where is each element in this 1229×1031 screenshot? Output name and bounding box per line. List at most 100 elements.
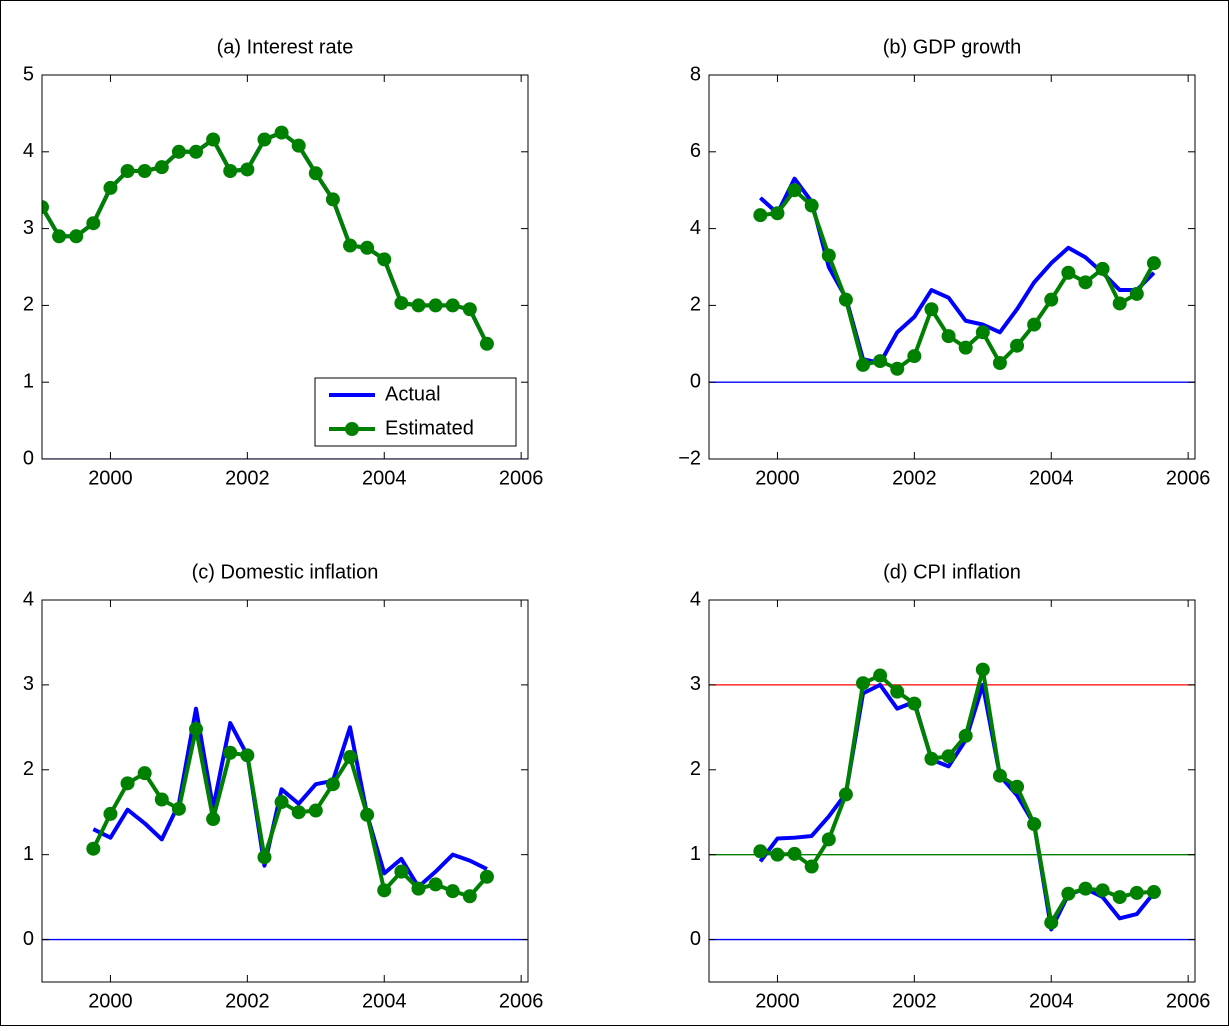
marker bbox=[428, 298, 443, 313]
marker bbox=[69, 229, 84, 244]
x-tick-label: 2002 bbox=[225, 990, 270, 1012]
marker bbox=[223, 164, 238, 178]
marker bbox=[1010, 779, 1025, 794]
marker bbox=[1129, 286, 1144, 301]
y-tick-label: 1 bbox=[23, 843, 34, 865]
marker bbox=[291, 805, 306, 820]
y-tick-label: 0 bbox=[23, 447, 34, 469]
marker bbox=[103, 806, 118, 821]
marker bbox=[856, 676, 871, 691]
legend-label: Actual bbox=[385, 383, 441, 405]
x-tick-label: 2004 bbox=[1029, 990, 1074, 1012]
marker bbox=[838, 292, 853, 307]
x-tick-label: 2000 bbox=[88, 467, 133, 489]
y-tick-label: −2 bbox=[678, 447, 701, 469]
axes-frame bbox=[41, 599, 529, 983]
marker bbox=[924, 302, 939, 317]
y-tick-label: 5 bbox=[23, 63, 34, 85]
y-tick-label: 3 bbox=[23, 217, 34, 239]
marker bbox=[240, 162, 255, 177]
chart-title: (d) CPI inflation bbox=[883, 561, 1021, 583]
marker bbox=[86, 841, 101, 856]
marker bbox=[1027, 817, 1042, 832]
marker bbox=[804, 198, 819, 213]
marker bbox=[394, 296, 409, 311]
y-tick-label: 2 bbox=[690, 294, 701, 316]
marker bbox=[753, 844, 768, 859]
marker bbox=[1146, 885, 1161, 900]
y-tick-label: 4 bbox=[23, 140, 34, 162]
marker bbox=[428, 877, 443, 892]
marker bbox=[873, 668, 888, 683]
marker bbox=[753, 208, 768, 223]
marker bbox=[1078, 275, 1093, 290]
y-tick-label: 1 bbox=[690, 843, 701, 865]
marker bbox=[223, 745, 238, 760]
y-tick-label: 2 bbox=[690, 758, 701, 780]
marker bbox=[154, 792, 169, 807]
x-tick-label: 2006 bbox=[1166, 990, 1211, 1012]
y-tick-label: 0 bbox=[690, 928, 701, 950]
marker bbox=[171, 144, 186, 159]
marker bbox=[479, 869, 494, 884]
marker bbox=[240, 748, 255, 763]
marker bbox=[992, 356, 1007, 370]
marker bbox=[462, 889, 477, 904]
marker bbox=[257, 132, 272, 147]
marker bbox=[907, 349, 922, 364]
legend-marker bbox=[345, 422, 359, 436]
marker bbox=[325, 777, 340, 792]
marker bbox=[120, 164, 135, 178]
marker bbox=[120, 776, 135, 791]
marker bbox=[308, 166, 323, 181]
marker bbox=[770, 206, 785, 221]
marker bbox=[411, 881, 426, 896]
marker bbox=[308, 803, 323, 818]
y-tick-label: 3 bbox=[690, 673, 701, 695]
marker bbox=[274, 125, 289, 140]
plot-area bbox=[42, 125, 528, 459]
marker bbox=[1112, 296, 1127, 311]
y-tick-label: 3 bbox=[23, 673, 34, 695]
marker bbox=[1010, 338, 1025, 353]
marker bbox=[958, 340, 973, 355]
marker bbox=[1112, 890, 1127, 905]
marker bbox=[856, 357, 871, 372]
x-tick-label: 2000 bbox=[755, 467, 800, 489]
y-tick-label: 4 bbox=[690, 588, 701, 610]
marker bbox=[411, 298, 426, 313]
marker bbox=[103, 180, 118, 195]
x-tick-label: 2006 bbox=[499, 467, 544, 489]
marker bbox=[274, 795, 289, 810]
marker bbox=[360, 240, 375, 255]
marker bbox=[787, 846, 802, 861]
y-tick-label: 6 bbox=[690, 140, 701, 162]
marker bbox=[1146, 256, 1161, 271]
marker bbox=[171, 801, 186, 816]
marker bbox=[343, 238, 358, 253]
marker bbox=[1044, 292, 1059, 307]
plot-area bbox=[42, 706, 528, 941]
marker bbox=[975, 662, 990, 677]
marker bbox=[1095, 883, 1110, 898]
marker bbox=[137, 164, 152, 178]
legend-label: Estimated bbox=[385, 417, 474, 439]
x-tick-label: 2006 bbox=[499, 990, 544, 1012]
marker bbox=[821, 832, 836, 847]
marker bbox=[257, 850, 272, 865]
chart-title: (a) Interest rate bbox=[217, 36, 354, 58]
marker bbox=[890, 684, 905, 699]
marker bbox=[821, 248, 836, 263]
marker bbox=[462, 302, 477, 317]
marker bbox=[1095, 261, 1110, 276]
marker bbox=[189, 722, 204, 737]
marker bbox=[941, 749, 956, 764]
marker bbox=[86, 216, 101, 231]
marker bbox=[291, 138, 306, 153]
marker bbox=[445, 298, 460, 313]
marker bbox=[154, 160, 169, 175]
plot-area bbox=[709, 176, 1195, 383]
marker bbox=[206, 812, 221, 827]
y-tick-label: 1 bbox=[23, 370, 34, 392]
